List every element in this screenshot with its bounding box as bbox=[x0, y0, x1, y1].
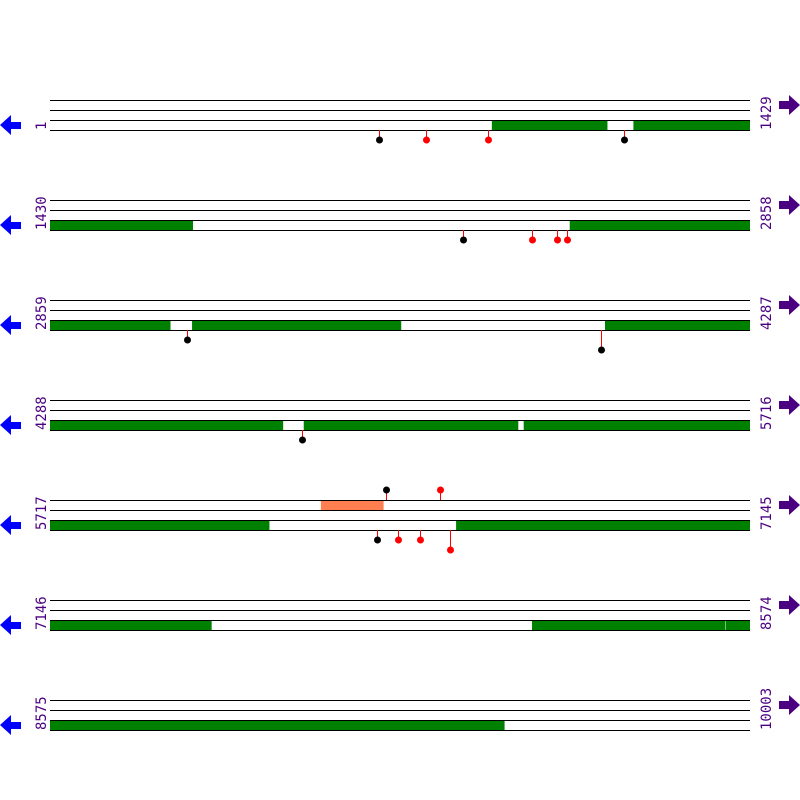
end-position-label: 10003 bbox=[759, 688, 775, 730]
marker-head bbox=[621, 136, 628, 144]
start-position-label: 1430 bbox=[34, 196, 50, 230]
green-segment bbox=[725, 620, 750, 630]
marker-head bbox=[437, 486, 444, 494]
lollipop-marker[interactable] bbox=[376, 130, 383, 144]
green-segment bbox=[491, 120, 608, 130]
start-position-label: 7146 bbox=[34, 596, 50, 630]
green-segment bbox=[523, 420, 750, 430]
lollipop-marker[interactable] bbox=[621, 130, 628, 144]
lollipop-marker[interactable] bbox=[447, 530, 454, 554]
marker-head bbox=[529, 236, 536, 244]
green-segment bbox=[456, 520, 750, 530]
marker-head bbox=[417, 536, 424, 544]
lollipop-marker[interactable] bbox=[417, 530, 424, 544]
marker-head bbox=[423, 136, 430, 144]
arrow-left-icon[interactable] bbox=[0, 215, 21, 235]
arrow-left-icon[interactable] bbox=[0, 515, 21, 535]
lollipop-marker[interactable] bbox=[437, 486, 444, 501]
arrow-left-icon[interactable] bbox=[0, 615, 21, 635]
end-position-label: 2858 bbox=[759, 196, 775, 230]
green-segment bbox=[50, 320, 171, 330]
green-segment bbox=[50, 420, 284, 430]
arrow-right-icon[interactable] bbox=[779, 595, 800, 615]
end-position-label: 4287 bbox=[759, 296, 775, 330]
start-position-label: 5717 bbox=[34, 496, 50, 530]
marker-head bbox=[485, 136, 492, 144]
marker-head bbox=[376, 136, 383, 144]
green-segment bbox=[569, 220, 750, 230]
sequence-row: 5717 7145 bbox=[0, 486, 800, 554]
green-segment bbox=[605, 320, 750, 330]
green-segment bbox=[633, 120, 750, 130]
end-position-label: 7145 bbox=[759, 496, 775, 530]
green-segment bbox=[50, 520, 270, 530]
lollipop-marker[interactable] bbox=[374, 530, 381, 544]
end-position-label: 5716 bbox=[759, 396, 775, 430]
lollipop-marker[interactable] bbox=[554, 230, 561, 244]
lollipop-marker[interactable] bbox=[184, 330, 191, 344]
start-position-label: 8575 bbox=[34, 696, 50, 730]
green-segment bbox=[50, 220, 194, 230]
lollipop-marker[interactable] bbox=[485, 130, 492, 144]
orange-segment bbox=[320, 500, 384, 510]
sequence-row: 8575 10003 bbox=[0, 688, 800, 735]
end-position-label: 8574 bbox=[759, 596, 775, 630]
green-segment bbox=[303, 420, 519, 430]
marker-head bbox=[299, 436, 306, 444]
marker-head bbox=[383, 486, 390, 494]
arrow-left-icon[interactable] bbox=[0, 115, 21, 135]
arrow-left-icon[interactable] bbox=[0, 715, 21, 735]
marker-head bbox=[447, 546, 454, 554]
lollipop-marker[interactable] bbox=[598, 330, 605, 354]
lollipop-marker[interactable] bbox=[395, 530, 402, 544]
end-position-label: 1429 bbox=[759, 96, 775, 130]
arrow-right-icon[interactable] bbox=[779, 495, 800, 515]
arrow-right-icon[interactable] bbox=[779, 295, 800, 315]
sequence-row: 2859 4287 bbox=[0, 295, 800, 354]
marker-head bbox=[184, 336, 191, 344]
lollipop-marker[interactable] bbox=[383, 486, 390, 501]
arrow-right-icon[interactable] bbox=[779, 195, 800, 215]
lollipop-marker[interactable] bbox=[564, 230, 571, 244]
arrow-right-icon[interactable] bbox=[779, 695, 800, 715]
lollipop-marker[interactable] bbox=[299, 430, 306, 444]
arrow-right-icon[interactable] bbox=[779, 395, 800, 415]
green-segment bbox=[532, 620, 726, 630]
marker-head bbox=[374, 536, 381, 544]
start-position-label: 1 bbox=[34, 122, 50, 130]
marker-head bbox=[460, 236, 467, 244]
marker-head bbox=[564, 236, 571, 244]
lollipop-marker[interactable] bbox=[529, 230, 536, 244]
start-position-label: 2859 bbox=[34, 296, 50, 330]
green-segment bbox=[192, 320, 402, 330]
marker-head bbox=[554, 236, 561, 244]
lollipop-marker[interactable] bbox=[460, 230, 467, 244]
sequence-row: 1 1429 bbox=[0, 95, 800, 144]
marker-head bbox=[395, 536, 402, 544]
sequence-row: 1430 2858 bbox=[0, 195, 800, 244]
green-segment bbox=[50, 620, 212, 630]
start-position-label: 4288 bbox=[34, 396, 50, 430]
arrow-left-icon[interactable] bbox=[0, 315, 21, 335]
arrow-right-icon[interactable] bbox=[779, 95, 800, 115]
green-segment bbox=[50, 720, 505, 730]
sequence-row: 7146 8574 bbox=[0, 595, 800, 635]
sequence-row: 4288 5716 bbox=[0, 395, 800, 444]
arrow-left-icon[interactable] bbox=[0, 415, 21, 435]
marker-head bbox=[598, 346, 605, 354]
lollipop-marker[interactable] bbox=[423, 130, 430, 144]
